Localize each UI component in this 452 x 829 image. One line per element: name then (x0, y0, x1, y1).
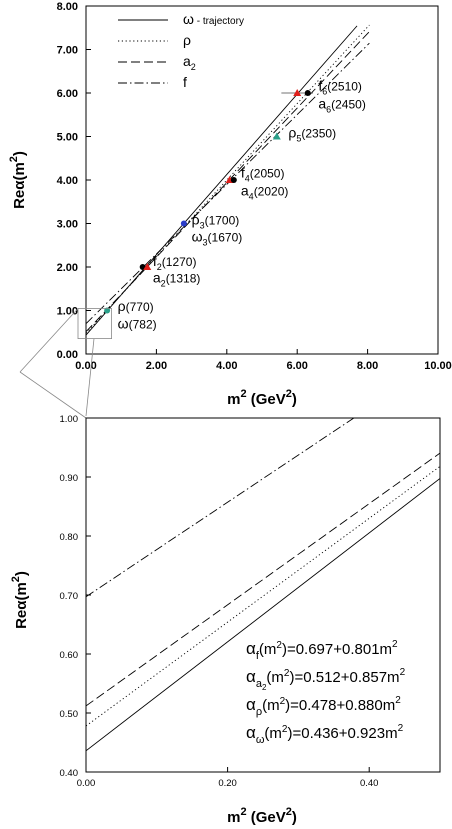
top-series-line (85, 31, 370, 333)
resonance-label: a6(2450) (318, 96, 366, 115)
zoom-region-box (77, 308, 112, 340)
top-x-axis-label: m2 (GeV2) (227, 388, 297, 408)
bottom-plot-frame (85, 417, 441, 773)
top-y-tick-label: 5.00 (57, 132, 78, 144)
bottom-y-tick-label: 0.80 (60, 532, 79, 543)
zoom-connector-line (19, 308, 79, 373)
trajectory-equation: αω(m2)=0.436+0.923m2 (246, 723, 404, 746)
legend-entry-label: a2 (183, 53, 196, 72)
resonance-label: ρ5(2350) (288, 124, 336, 143)
meson-data-point (293, 89, 302, 96)
bottom-x-tick-label: 0.00 (77, 778, 96, 789)
top-x-tick-label: 10.00 (424, 360, 452, 372)
bottom-y-tick-label: 0.90 (60, 473, 79, 484)
legend-entry-label: ω - trajectory (183, 11, 244, 27)
top-x-tick-label: 4.00 (216, 360, 237, 372)
legend-entry-label: ρ (183, 32, 191, 48)
resonance-label: a4(2020) (241, 183, 289, 202)
top-y-tick-label: 4.00 (57, 175, 78, 187)
resonance-label: f6(2510) (318, 77, 362, 96)
top-x-tick-label: 8.00 (357, 360, 378, 372)
top-y-tick-label: 6.00 (57, 88, 78, 100)
trajectory-equation: αf(m2)=0.697+0.801m2 (246, 639, 398, 662)
trajectory-equation: αρ(m2)=0.478+0.880m2 (246, 695, 401, 718)
bottom-y-tick-label: 0.60 (60, 650, 79, 661)
bottom-y-tick-label: 0.70 (60, 591, 79, 602)
resonance-label: ω3(1670) (192, 228, 243, 247)
zoom-connector-line (19, 371, 87, 419)
meson-data-point (104, 307, 111, 314)
resonance-label: a2(1318) (153, 270, 201, 289)
top-y-tick-label: 8.00 (57, 1, 78, 13)
meson-data-point (180, 220, 187, 227)
zoom-connector (19, 308, 95, 419)
top-x-tick-label: 0.00 (75, 360, 96, 372)
meson-data-point (272, 132, 281, 140)
bottom-y-axis-label: Reα(m2) (10, 571, 30, 629)
top-x-tick-label: 6.00 (286, 360, 307, 372)
bottom-series-line (86, 418, 355, 598)
top-x-tick-label: 2.00 (146, 360, 167, 372)
bottom-y-tick-label: 0.40 (60, 768, 79, 779)
bottom-x-axis-label: m2 (GeV2) (227, 806, 297, 826)
top-y-tick-label: 2.00 (57, 262, 78, 274)
top-y-axis-label: Reα(m2) (8, 151, 28, 209)
bottom-series-line (86, 466, 440, 727)
resonance-label: ρ3(1700) (192, 211, 240, 230)
bottom-series-group (86, 418, 440, 752)
top-y-tick-label: 0.00 (57, 349, 78, 361)
top-series-line (85, 42, 370, 325)
meson-data-point (304, 90, 311, 96)
top-y-tick-label: 7.00 (57, 45, 78, 57)
trajectory-equation: αa2(m2)=0.512+0.857m2 (246, 667, 406, 692)
top-series-line (85, 24, 370, 334)
bottom-series-line (86, 452, 440, 707)
bottom-y-tick-label: 0.50 (60, 709, 79, 720)
resonance-label: ρ(770) (118, 298, 154, 314)
bottom-y-tick-label: 1.00 (60, 414, 79, 425)
zoom-connector-line (85, 338, 95, 417)
resonance-label: f4(2050) (241, 164, 285, 183)
bottom-x-tick-label: 0.40 (360, 778, 379, 789)
legend-entry-label: f (183, 74, 187, 90)
resonance-label: f2(1270) (153, 253, 197, 272)
resonance-label: ω(782) (118, 315, 157, 331)
bottom-series-line (86, 478, 440, 752)
top-y-tick-label: 3.00 (57, 219, 78, 231)
bottom-chart: 0.00 0.20 0.40 0.40 0.50 0.60 0.70 0.80 0.90 1.00… (10, 414, 441, 826)
meson-data-point (143, 263, 152, 270)
meson-data-point (230, 177, 237, 183)
bottom-x-tick-label: 0.20 (218, 778, 237, 789)
top-chart: 0.00 2.00 4.00 6.00 8.00 10.000.001.002.003.0… (8, 1, 452, 408)
